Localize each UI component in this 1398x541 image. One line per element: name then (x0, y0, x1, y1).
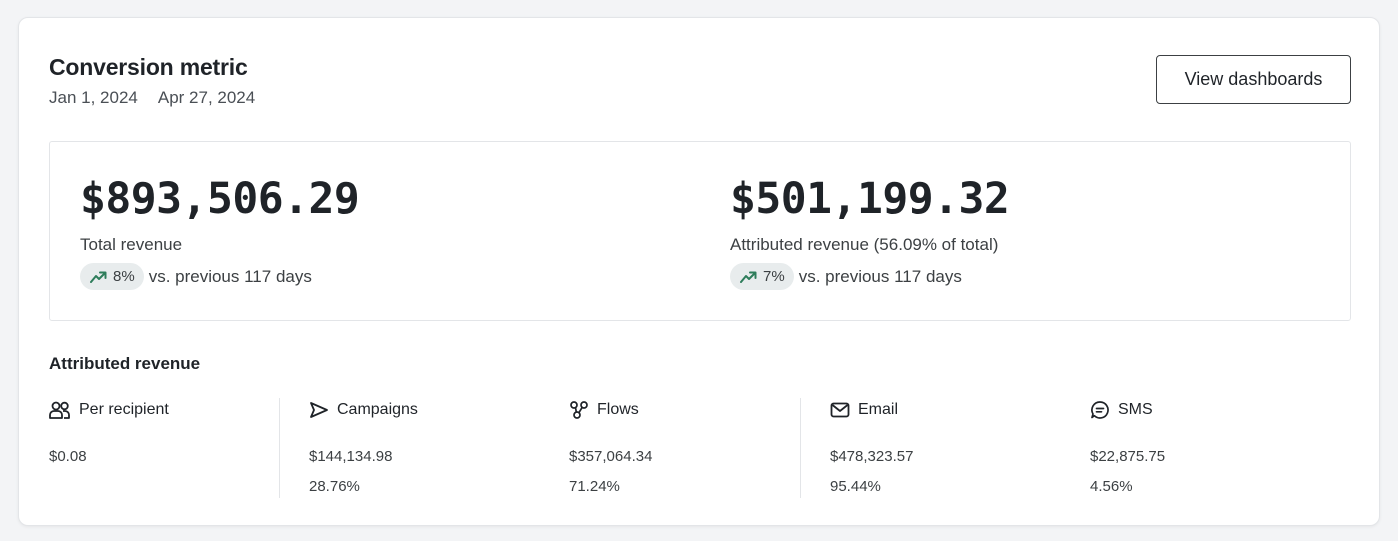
card-title: Conversion metric (49, 54, 248, 80)
per-recipient-label: Per recipient (79, 401, 169, 418)
trend-comparison: vs. previous 117 days (148, 266, 312, 286)
trend-up-icon (90, 270, 108, 284)
sms-value: $22,875.75 (1090, 448, 1166, 465)
total-revenue-trend: 8% vs. previous 117 days (80, 263, 312, 290)
flows-percent: 71.24% (569, 478, 620, 495)
view-dashboards-button[interactable]: View dashboards (1156, 55, 1351, 104)
attributed-revenue-trend: 7% vs. previous 117 days (730, 263, 962, 290)
email-value: $478,323.57 (830, 448, 914, 465)
revenue-summary-panel: $893,506.29 Total revenue 8% vs. previou… (49, 141, 1351, 321)
mail-icon (830, 401, 850, 419)
sms-percent: 4.56% (1090, 478, 1133, 495)
attributed-revenue-heading: Attributed revenue (49, 354, 201, 373)
campaigns-value: $144,134.98 (309, 448, 393, 465)
campaigns-metric: Campaigns $144,134.98 28.76% (309, 398, 539, 498)
trend-percent: 8% (113, 268, 135, 285)
email-metric: Email $478,323.57 95.44% (830, 398, 1060, 498)
total-revenue-label: Total revenue (80, 235, 183, 254)
metric-divider (800, 398, 801, 498)
flows-metric: Flows $357,064.34 71.24% (569, 398, 789, 498)
trend-comparison: vs. previous 117 days (798, 266, 962, 286)
trend-badge: 8% (80, 263, 144, 290)
trend-badge: 7% (730, 263, 794, 290)
email-percent: 95.44% (830, 478, 881, 495)
message-icon (1090, 400, 1110, 420)
date-start: Jan 1, 2024 (49, 88, 138, 107)
trend-percent: 7% (763, 268, 785, 285)
campaigns-label: Campaigns (337, 401, 418, 418)
flows-icon (569, 400, 589, 420)
per-recipient-metric: Per recipient $0.08 (49, 398, 269, 498)
flows-value: $357,064.34 (569, 448, 653, 465)
sms-label: SMS (1118, 401, 1153, 418)
send-icon (309, 401, 329, 419)
sms-metric: SMS $22,875.75 4.56% (1090, 398, 1310, 498)
per-recipient-value: $0.08 (49, 448, 87, 465)
metric-divider (279, 398, 280, 498)
campaigns-percent: 28.76% (309, 478, 360, 495)
trend-up-icon (740, 270, 758, 284)
flows-label: Flows (597, 401, 639, 418)
date-range: Jan 1, 2024 Apr 27, 2024 (49, 88, 255, 108)
users-icon (49, 401, 71, 419)
total-revenue-value: $893,506.29 (80, 174, 360, 224)
conversion-metric-card: Conversion metric Jan 1, 2024 Apr 27, 20… (18, 17, 1380, 526)
email-label: Email (858, 401, 899, 418)
attributed-revenue-value: $501,199.32 (730, 174, 1010, 224)
date-end: Apr 27, 2024 (157, 88, 256, 107)
attributed-revenue-label: Attributed revenue (56.09% of total) (730, 235, 999, 254)
